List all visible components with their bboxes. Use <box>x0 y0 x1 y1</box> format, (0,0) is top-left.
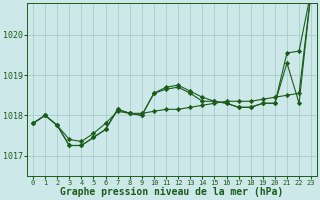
X-axis label: Graphe pression niveau de la mer (hPa): Graphe pression niveau de la mer (hPa) <box>60 187 284 197</box>
